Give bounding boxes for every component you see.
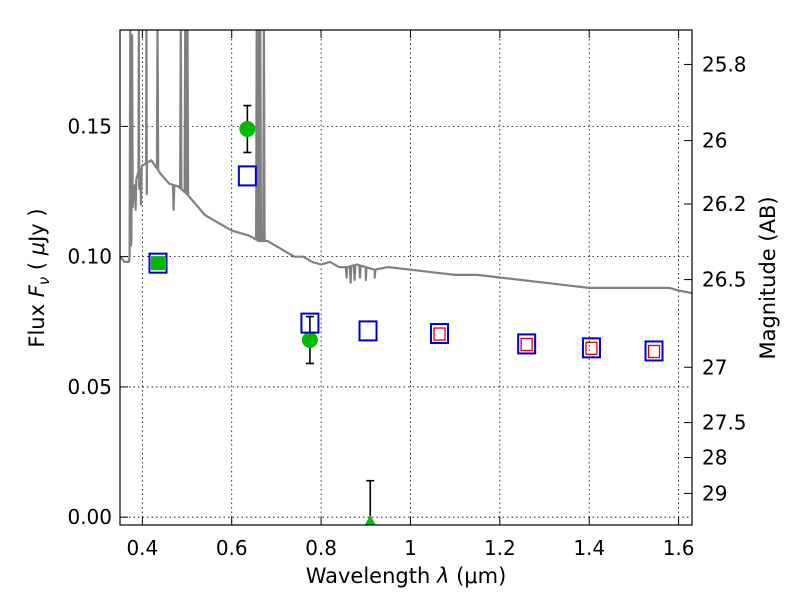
y2-tick-label: 27 — [702, 355, 727, 379]
model-photometry-blue — [517, 333, 537, 355]
x-tick-label: 0.8 — [305, 536, 337, 560]
axis-ticks: 0.4 0.6 0.8 1 1.2 1.4 1.6 0.00 0.05 0.10 0.15 25.8 2… — [67, 30, 747, 560]
x-tick-label: 0.6 — [216, 536, 248, 560]
model-photometry-blue — [300, 312, 320, 334]
x-tick-label: 1.2 — [484, 536, 516, 560]
y2-tick-label: 26 — [702, 129, 727, 153]
x-tick-label: 1 — [404, 536, 417, 560]
model-photometry-blue — [581, 337, 601, 359]
y2-tick-label: 26.5 — [702, 268, 747, 292]
y2-tick-label: 26.2 — [702, 192, 747, 216]
y-tick-label: 0.15 — [67, 114, 112, 138]
y-axis-label: Flux Fν ( μJy ) — [25, 208, 53, 347]
y-axis-label-unit-close: Jy ) — [25, 208, 49, 244]
y-tick-label: 0.05 — [67, 375, 112, 399]
y2-tick-label: 28 — [702, 446, 727, 470]
y2-tick-label: 25.8 — [702, 52, 747, 76]
model-photometry-blue — [430, 323, 450, 345]
plot-area — [120, 30, 692, 525]
x-tick-label: 1.6 — [663, 536, 695, 560]
model-photometry-blue — [358, 320, 378, 342]
observed-point — [150, 256, 165, 271]
x-axis-label-text: Wavelength — [306, 564, 437, 588]
x-tick-label: 0.4 — [126, 536, 158, 560]
y2-axis-label: Magnitude (AB) — [756, 196, 780, 359]
model-photometry-red — [585, 341, 598, 356]
y-axis-label-subscript: ν — [35, 277, 53, 285]
model-photometry-blue — [644, 340, 664, 362]
model-photometry-red — [520, 337, 533, 352]
x-tick-label: 1.4 — [573, 536, 605, 560]
observed-point — [301, 332, 318, 349]
x-axis-label: Wavelength λ (μm) — [306, 564, 507, 588]
plot-frame — [119, 29, 693, 526]
y-tick-label: 0.00 — [67, 505, 112, 529]
y-tick-label: 0.10 — [67, 245, 112, 269]
model-spectrum-line — [120, 30, 692, 295]
y-axis-label-unit-open: ( — [25, 255, 49, 277]
model-photometry-red — [647, 344, 661, 359]
x-axis-label-symbol: λ — [436, 564, 449, 588]
model-photometry-blue — [237, 165, 257, 187]
y-axis-label-mu: μ — [25, 242, 49, 256]
model-photometry-red — [433, 327, 446, 341]
model-photometry-blue — [148, 252, 168, 274]
y-axis-label-symbol: F — [25, 284, 49, 297]
observed-upper-limit — [364, 514, 376, 525]
y2-tick-label: 27.5 — [702, 411, 747, 435]
y-axis-label-text: Flux — [25, 297, 49, 347]
observed-point — [239, 121, 256, 137]
x-axis-label-unit: (μm) — [449, 564, 506, 588]
y2-tick-label: 29 — [702, 481, 727, 505]
